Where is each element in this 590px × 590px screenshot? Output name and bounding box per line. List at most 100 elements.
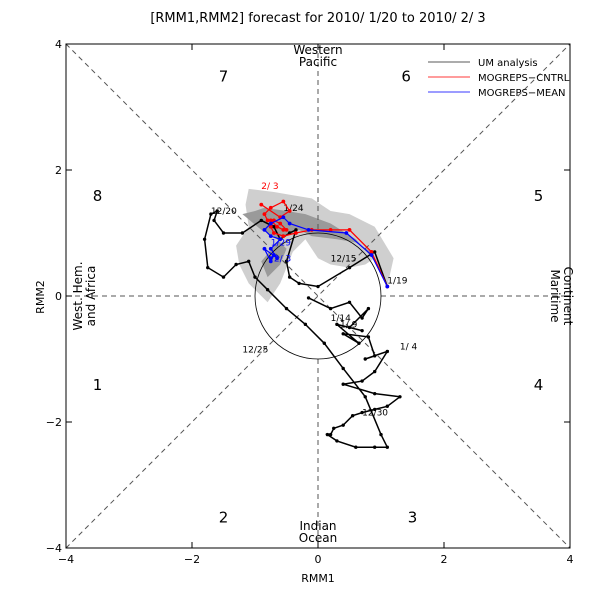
series-point — [297, 281, 301, 286]
x-tick-label: −4 — [58, 553, 74, 566]
series-point — [303, 322, 308, 327]
series-point — [247, 259, 251, 264]
series-point — [221, 231, 226, 235]
series-point — [272, 231, 276, 235]
series-point — [265, 218, 270, 223]
x-tick-label: 4 — [567, 553, 574, 566]
series-point — [240, 231, 245, 235]
series-point — [341, 423, 345, 427]
series-point — [234, 262, 238, 267]
series-point — [259, 218, 263, 223]
series-point — [268, 221, 273, 226]
date-label: 2/ 3 — [274, 254, 291, 264]
y-tick-label: −4 — [46, 542, 62, 555]
y-tick-label: 2 — [55, 164, 62, 177]
series-point — [379, 432, 383, 437]
date-label: 1/24 — [283, 204, 303, 214]
series-point — [278, 237, 283, 242]
y-tick-label: −2 — [46, 416, 62, 429]
series-point — [262, 212, 267, 217]
series-point — [281, 234, 286, 239]
series-point — [272, 225, 276, 229]
y-tick-label: 0 — [55, 290, 62, 303]
series-point — [268, 205, 273, 210]
series-point — [215, 209, 219, 213]
series-point — [341, 366, 345, 371]
date-label: 12/20 — [211, 207, 237, 217]
legend-label: UM analysis — [478, 58, 538, 69]
region-label-bottom: Indian — [299, 519, 336, 533]
series-point — [206, 265, 210, 270]
series-point — [268, 256, 273, 261]
series-point — [259, 202, 264, 207]
series-point — [360, 328, 364, 333]
series-point — [385, 445, 389, 449]
series-point — [341, 332, 345, 336]
series-point — [268, 224, 273, 229]
series-point — [369, 253, 374, 257]
x-tick-label: 0 — [315, 553, 322, 566]
series-point — [385, 284, 390, 289]
series-point — [221, 275, 226, 279]
phase-label: 3 — [408, 509, 418, 527]
series-point — [328, 432, 333, 437]
series-point — [328, 306, 333, 311]
series-point — [275, 256, 279, 261]
series-point — [366, 306, 371, 311]
series-point — [209, 212, 213, 216]
diagonal-divider — [65, 43, 571, 549]
series-point — [347, 325, 352, 330]
series-point — [287, 221, 292, 226]
phase-label: 1 — [93, 376, 103, 394]
series-point — [268, 234, 273, 239]
series-point — [287, 209, 292, 213]
legend: UM analysis MOGREPS−CNTRL MOGREPS−MEAN — [428, 58, 570, 99]
legend-label: MOGREPS−CNTRL — [478, 73, 570, 84]
date-label: 1/14 — [331, 314, 351, 324]
series-point — [360, 410, 364, 415]
date-label: 1/ 9 — [340, 321, 358, 331]
series-point — [344, 231, 349, 235]
date-label: 1/ 4 — [400, 343, 418, 353]
series-point — [357, 341, 361, 345]
phase-label: 4 — [534, 376, 544, 394]
series-point — [369, 250, 374, 254]
series-point — [385, 404, 389, 408]
series-point — [328, 227, 333, 232]
series-point — [335, 439, 339, 443]
series-point — [347, 265, 352, 270]
diagonal-divider — [65, 43, 571, 549]
series-point — [332, 426, 336, 430]
series-point — [347, 300, 352, 304]
date-label: 12/30 — [362, 409, 388, 419]
series-point — [322, 341, 326, 345]
series-point — [385, 349, 389, 354]
phase-label: 6 — [401, 68, 411, 86]
series-point — [354, 445, 358, 449]
series-point — [278, 221, 283, 226]
series-point — [212, 218, 216, 223]
series-point — [202, 237, 207, 241]
series-point — [268, 246, 273, 251]
series-point — [272, 253, 276, 257]
series-point — [294, 228, 298, 232]
series-point — [284, 306, 289, 311]
series-point — [325, 432, 330, 437]
series-point — [262, 246, 267, 251]
series-point — [294, 231, 298, 235]
chart-title: [RMM1,RMM2] forecast for 2010/ 1/20 to 2… — [150, 11, 485, 26]
series-point — [268, 259, 273, 264]
date-label: 1/19 — [387, 276, 407, 286]
series-point — [253, 275, 257, 279]
series-point — [316, 284, 320, 289]
x-tick-label: −2 — [184, 553, 200, 566]
series-point — [363, 357, 367, 361]
series-point — [366, 335, 371, 339]
region-label-right: Maritime — [548, 269, 562, 322]
series-point — [350, 414, 355, 418]
unit-circle — [254, 232, 382, 360]
region-label-top: Pacific — [299, 55, 337, 69]
phase-label: 8 — [93, 187, 103, 205]
